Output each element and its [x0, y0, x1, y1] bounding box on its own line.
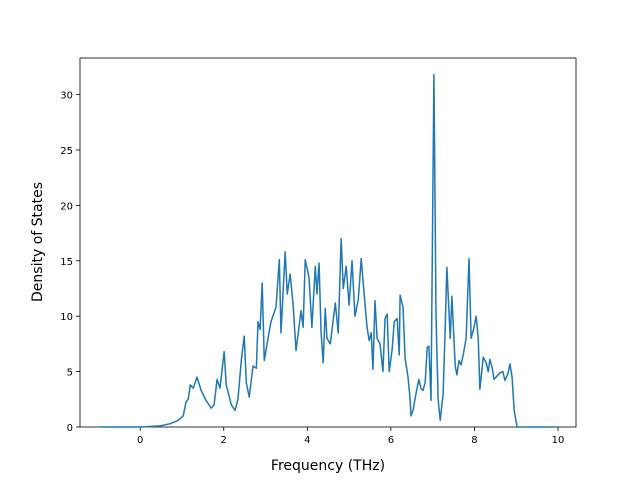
- x-tick-label: 8: [471, 435, 477, 446]
- dos-line: [100, 73, 556, 428]
- x-tick-label: 2: [221, 435, 227, 446]
- y-tick-label: 20: [60, 201, 73, 212]
- y-tick-label: 10: [60, 312, 73, 323]
- y-tick-label: 0: [67, 423, 73, 434]
- y-tick-label: 25: [60, 146, 73, 157]
- y-tick-label: 15: [60, 257, 73, 268]
- y-axis-label: Density of States: [30, 182, 46, 302]
- x-tick-label: 6: [388, 435, 394, 446]
- x-axis-label: Frequency (THz): [271, 458, 385, 474]
- y-tick-label: 5: [67, 368, 73, 379]
- x-tick-label: 10: [552, 435, 565, 446]
- x-tick-label: 4: [304, 435, 310, 446]
- y-tick-label: 30: [60, 91, 73, 102]
- plot-frame: [79, 57, 577, 428]
- x-tick-label: 0: [137, 435, 143, 446]
